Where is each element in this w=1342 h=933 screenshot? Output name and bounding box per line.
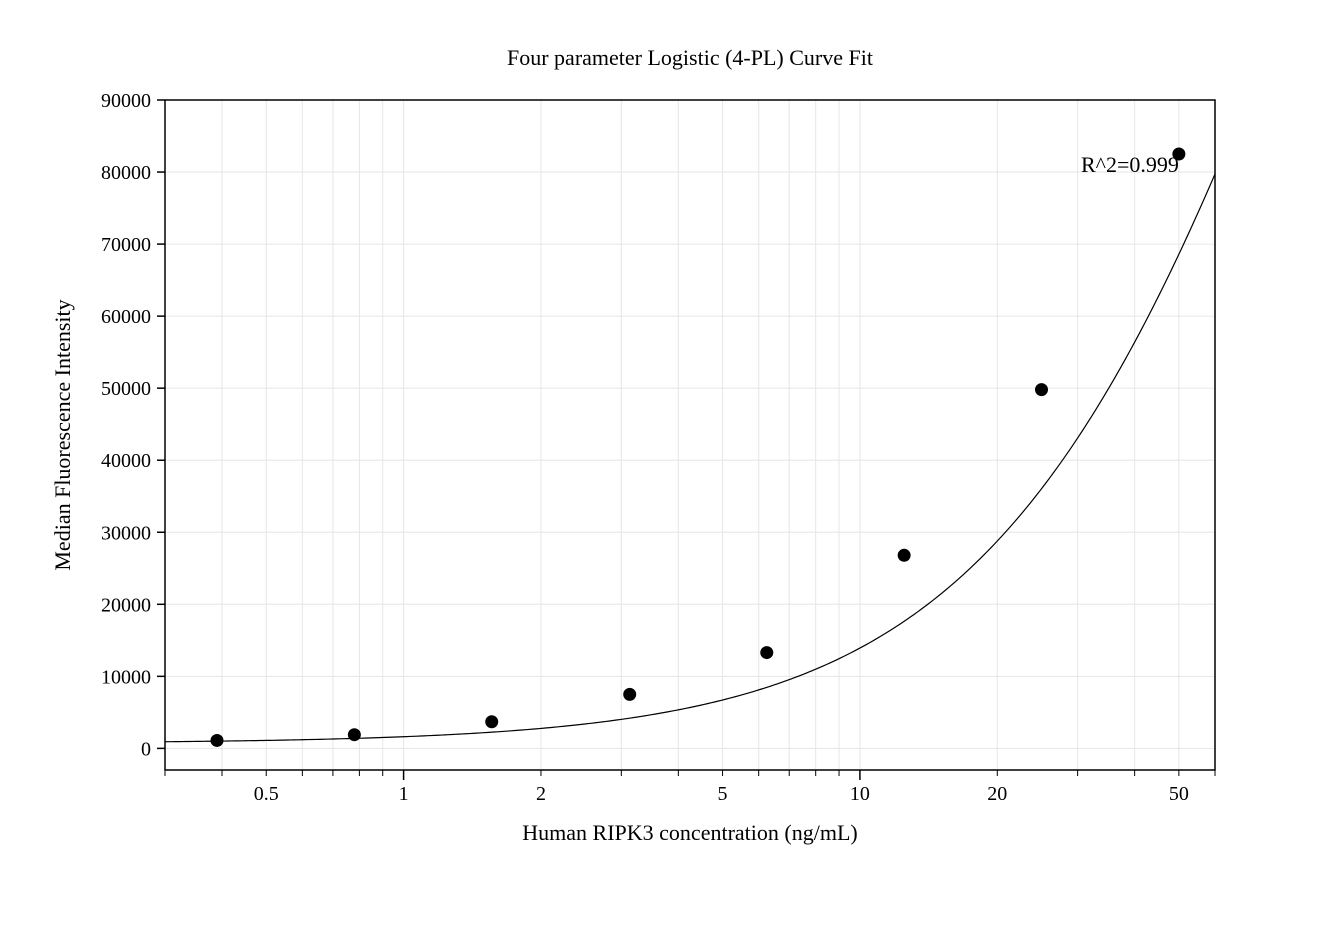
chart-title: Four parameter Logistic (4-PL) Curve Fit: [507, 45, 873, 70]
y-tick-label: 50000: [101, 378, 151, 400]
data-point: [348, 729, 360, 741]
y-tick-label: 10000: [101, 666, 151, 688]
x-tick-label: 5: [718, 783, 728, 805]
data-point: [1036, 384, 1048, 396]
y-tick-label: 70000: [101, 234, 151, 256]
x-tick-label: 0.5: [254, 783, 279, 805]
data-point: [486, 716, 498, 728]
x-tick-label: 10: [850, 783, 870, 805]
y-tick-label: 0: [141, 738, 151, 760]
y-tick-label: 60000: [101, 306, 151, 328]
x-tick-label: 2: [536, 783, 546, 805]
r-squared-annotation: R^2=0.999: [1081, 152, 1179, 177]
y-tick-label: 80000: [101, 162, 151, 184]
data-point: [761, 647, 773, 659]
x-tick-label: 1: [399, 783, 409, 805]
y-tick-label: 90000: [101, 90, 151, 112]
chart-container: 0 10000 20000 30000 40000 50000 60000 70000 8000…: [0, 0, 1342, 933]
data-point: [624, 688, 636, 700]
data-point: [211, 734, 223, 746]
y-tick-label: 20000: [101, 594, 151, 616]
x-tick-label: 50: [1169, 783, 1189, 805]
x-tick-label: 20: [987, 783, 1007, 805]
y-axis-label: Median Fluorescence Intensity: [50, 299, 75, 570]
y-tick-label: 30000: [101, 522, 151, 544]
x-axis-label: Human RIPK3 concentration (ng/mL): [522, 820, 857, 845]
y-tick-label: 40000: [101, 450, 151, 472]
chart-svg: 0 10000 20000 30000 40000 50000 60000 70000 8000…: [0, 0, 1342, 933]
data-point: [898, 549, 910, 561]
